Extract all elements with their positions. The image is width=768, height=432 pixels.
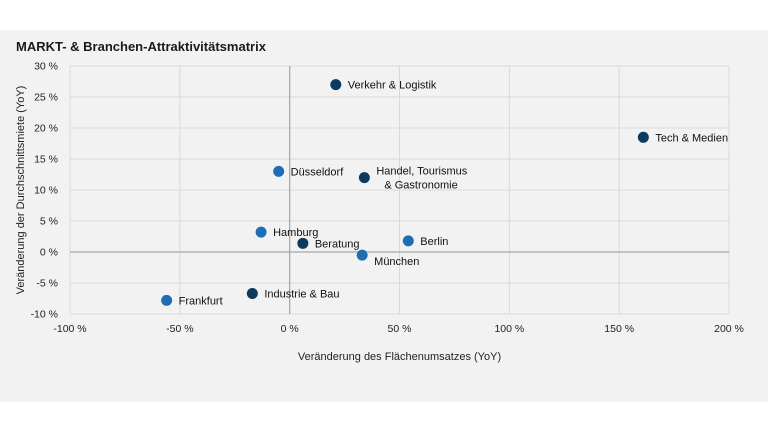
x-tick-label: 100 % — [494, 323, 524, 335]
y-tick-label: -10 % — [31, 309, 58, 321]
x-axis-title: Veränderung des Flächenumsatzes (YoY) — [298, 351, 501, 363]
zero-axes — [70, 66, 729, 314]
data-point — [358, 172, 370, 184]
chart-title: MARKT- & Branchen-Attraktivitätsmatrix — [16, 39, 266, 54]
data-label: Verkehr & Logistik — [348, 80, 437, 92]
data-label: Berlin — [420, 236, 448, 248]
y-tick-label: 10 % — [34, 185, 58, 197]
x-tick-label: -50 % — [166, 323, 193, 335]
data-label: Industrie & Bau — [264, 289, 339, 301]
data-points: Verkehr & Logistik Tech & Medien Düsseldor… — [161, 79, 728, 307]
data-label: Tech & Medien — [655, 132, 728, 144]
data-point — [330, 79, 342, 91]
data-point — [255, 226, 267, 238]
data-label: Düsseldorf — [291, 166, 345, 178]
tick-labels: -100 % -50 % 0 % 50 % 100 % 150 % 200 % -10 % -5… — [31, 61, 744, 336]
x-tick-label: 0 % — [281, 323, 299, 335]
data-point — [637, 131, 649, 143]
data-point — [246, 288, 258, 300]
data-label: Hamburg — [273, 227, 318, 239]
y-tick-label: 5 % — [40, 216, 58, 228]
x-tick-label: -100 % — [53, 323, 86, 335]
y-tick-label: 25 % — [34, 92, 58, 104]
x-tick-label: 50 % — [388, 323, 412, 335]
data-point — [356, 249, 368, 261]
y-tick-label: 0 % — [40, 247, 58, 259]
x-tick-label: 150 % — [604, 323, 634, 335]
y-axis-title: Veränderung der Durchschnittsmiete (YoY) — [15, 86, 27, 295]
data-label: München — [374, 256, 419, 268]
scatter-chart: -100 % -50 % 0 % 50 % 100 % 150 % 200 % -10 % -5… — [15, 61, 744, 364]
y-tick-label: 20 % — [34, 123, 58, 135]
data-point — [273, 165, 285, 177]
y-tick-label: 30 % — [34, 61, 58, 73]
data-point — [297, 237, 309, 249]
y-tick-label: -5 % — [36, 278, 58, 290]
data-label: Frankfurt — [179, 295, 223, 307]
x-tick-label: 200 % — [714, 323, 744, 335]
data-label: Handel, Tourismus & Gastronomie — [376, 166, 467, 192]
data-point — [402, 235, 414, 247]
data-point — [161, 294, 173, 306]
y-tick-label: 15 % — [34, 154, 58, 166]
chart-panel: MARKT- & Branchen-Attraktivitätsmatrix -… — [0, 30, 768, 402]
data-label: Beratung — [315, 238, 360, 250]
